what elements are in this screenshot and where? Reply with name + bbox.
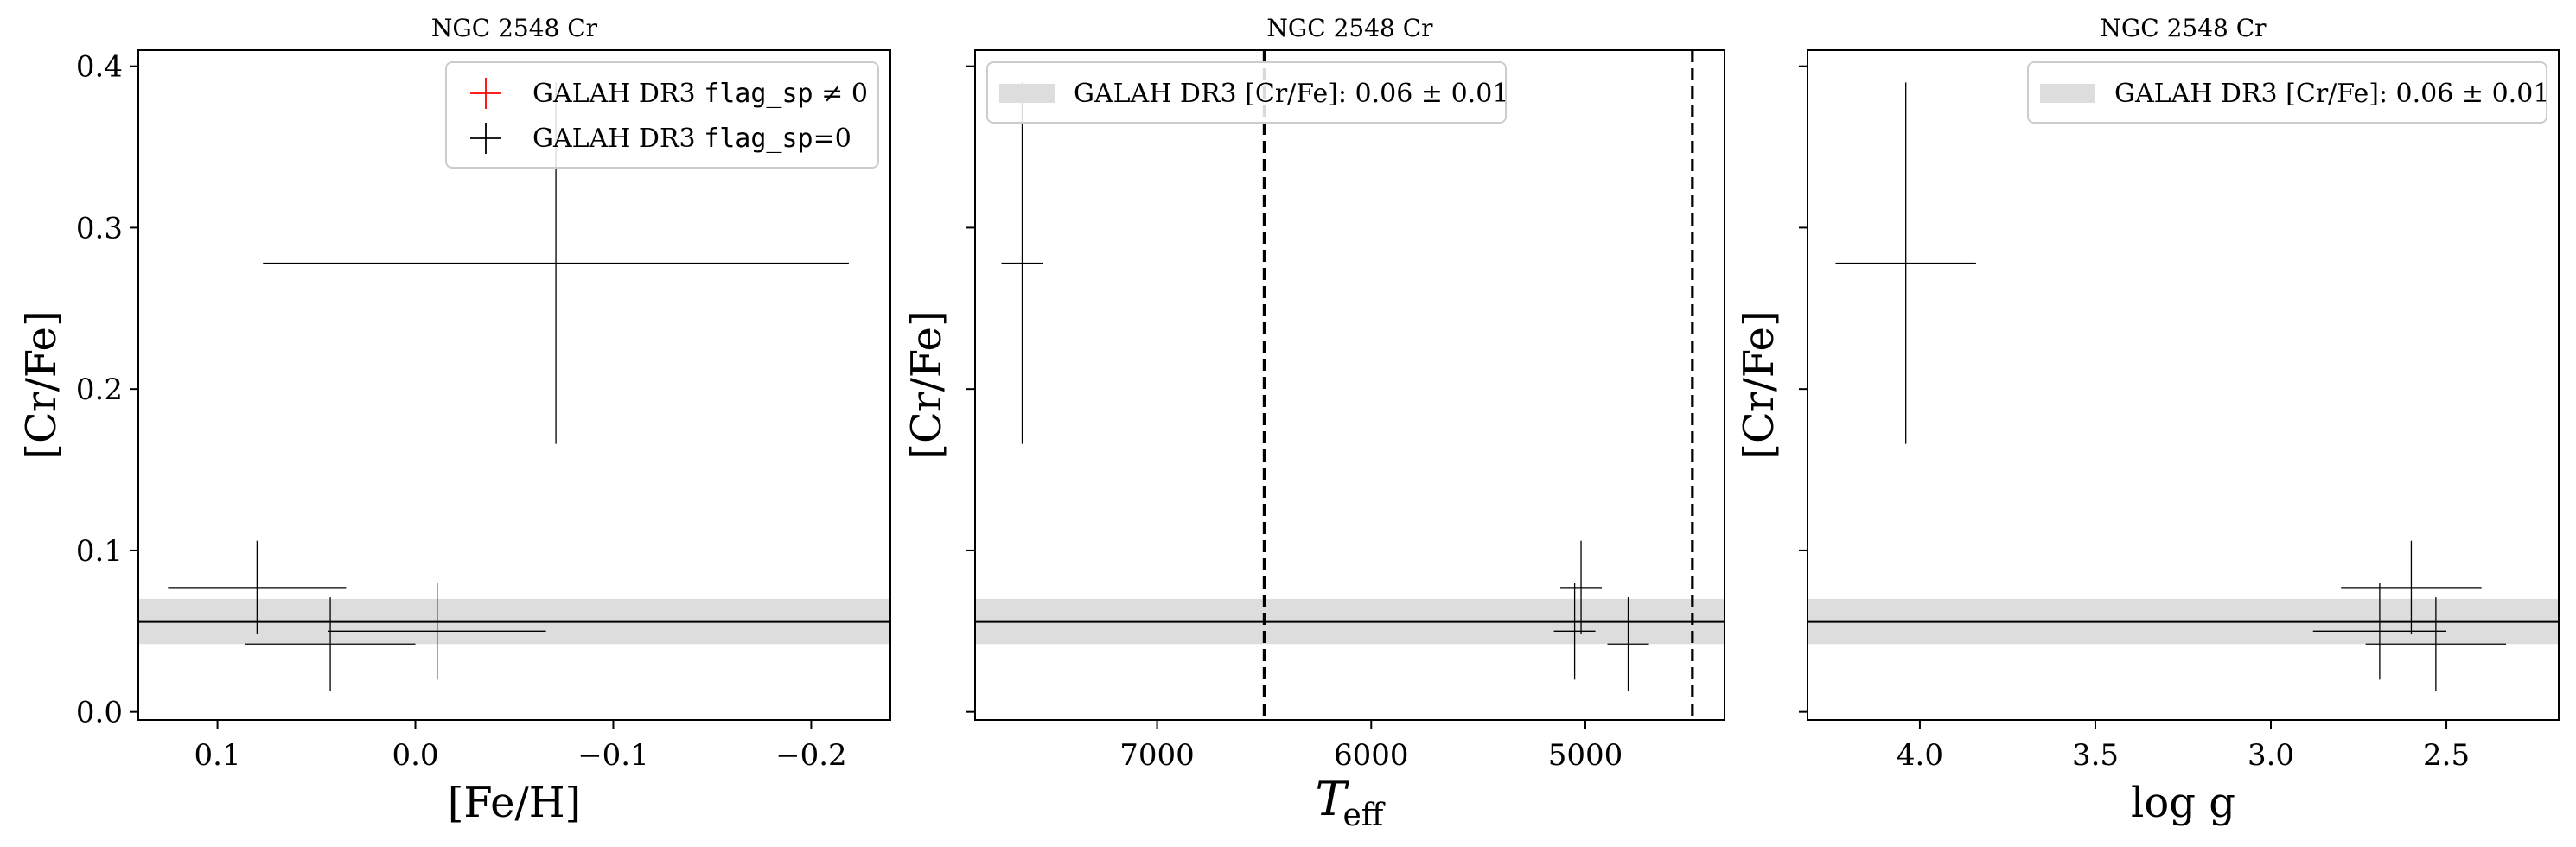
x-axis-label: T	[1316, 772, 1350, 826]
x-tick-label: −0.2	[775, 738, 847, 773]
panel-title: NGC 2548 Cr	[431, 14, 598, 42]
data-point-3	[1553, 583, 1596, 680]
data-point-4	[1607, 597, 1649, 691]
legend-suffix: ≠ 0	[813, 79, 868, 109]
x-axis-label: log g	[2131, 779, 2235, 827]
legend-label: GALAH DR3 flag_sp=0	[532, 124, 851, 154]
x-axis-label: [Fe/H]	[448, 779, 582, 827]
x-tick-label: 0.0	[392, 738, 438, 773]
legend-label: GALAH DR3 [Cr/Fe]: 0.06 ± 0.01	[1074, 79, 1508, 109]
data-point-3	[328, 583, 546, 680]
data-point-1	[1001, 82, 1043, 444]
legend-label: GALAH DR3 flag_sp ≠ 0	[532, 79, 868, 109]
legend-text: GALAH DR3 [Cr/Fe]: 0.06 ± 0.01	[1074, 79, 1508, 109]
legend: GALAH DR3 [Cr/Fe]: 0.06 ± 0.01	[986, 61, 1508, 124]
legend-band-swatch	[999, 84, 1055, 103]
data-point-2	[2341, 540, 2482, 635]
x-tick-label: 5000	[1548, 738, 1623, 773]
x-tick-label: 3.0	[2248, 738, 2294, 773]
panel-title: NGC 2548 Cr	[2100, 14, 2267, 42]
y-tick-label: 0.2	[76, 373, 123, 407]
legend-box	[2027, 61, 2547, 124]
panel-title: NGC 2548 Cr	[1266, 14, 1433, 42]
x-axis-label-subscript: eff	[1343, 798, 1386, 833]
x-tick-label: 3.5	[2072, 738, 2119, 773]
legend-code: flag_sp	[704, 79, 813, 109]
legend-entry-1: GALAH DR3 [Cr/Fe]: 0.06 ± 0.01	[2040, 79, 2549, 109]
data-point-2	[245, 597, 416, 691]
panel-1: 0.1 0.0 −0.1 −0.2 0.0 0.1 0.2 0.3 0.4 NGC 2548 Cr…	[17, 14, 891, 827]
data-point-4	[2365, 597, 2507, 691]
data-point-3	[2312, 583, 2447, 680]
data-point-1	[168, 540, 347, 635]
legend-code: flag_sp	[704, 124, 813, 154]
x-tick-label: 7000	[1119, 738, 1195, 773]
legend-entry-2: GALAH DR3 flag_sp=0	[470, 123, 851, 154]
y-axis-label: [Cr/Fe]	[902, 310, 951, 459]
y-axis-label: [Cr/Fe]	[17, 310, 66, 459]
axes-frame	[1807, 49, 2560, 721]
legend-band-swatch	[2040, 84, 2095, 103]
x-tick-label: −0.1	[577, 738, 649, 773]
plot-area	[1808, 82, 2559, 691]
legend-text: GALAH DR3	[532, 124, 704, 154]
y-tick-label: 0.0	[76, 696, 123, 730]
legend-suffix: =0	[813, 124, 851, 154]
panel-3: 4.0 3.5 3.0 2.5 NGC 2548 Cr [Cr/Fe] log g GALAH…	[1735, 14, 2560, 827]
axes-frame	[137, 49, 891, 721]
legend-text: GALAH DR3 [Cr/Fe]: 0.06 ± 0.01	[2114, 79, 2549, 109]
plot-area	[138, 82, 890, 691]
y-tick-label: 0.4	[76, 50, 123, 85]
legend-entry-1: GALAH DR3 [Cr/Fe]: 0.06 ± 0.01	[999, 79, 1508, 109]
plot-area	[975, 50, 1725, 720]
legend-box	[445, 61, 879, 169]
data-point-2	[1560, 540, 1603, 635]
legend-box	[986, 61, 1507, 124]
y-tick-label: 0.1	[76, 534, 123, 569]
legend-text: GALAH DR3	[532, 79, 704, 109]
x-tick-label: 6000	[1334, 738, 1409, 773]
y-tick-label: 0.3	[76, 211, 123, 245]
legend: GALAH DR3 [Cr/Fe]: 0.06 ± 0.01	[2027, 61, 2549, 124]
data-point-1	[1835, 82, 1976, 444]
x-tick-label: 2.5	[2423, 738, 2470, 773]
x-tick-label: 4.0	[1897, 738, 1943, 773]
y-axis-label: [Cr/Fe]	[1735, 310, 1783, 459]
legend-label: GALAH DR3 [Cr/Fe]: 0.06 ± 0.01	[2114, 79, 2549, 109]
x-tick-label: 0.1	[194, 738, 241, 773]
legend-entry-1: GALAH DR3 flag_sp ≠ 0	[470, 78, 868, 109]
axes-frame	[974, 49, 1725, 721]
